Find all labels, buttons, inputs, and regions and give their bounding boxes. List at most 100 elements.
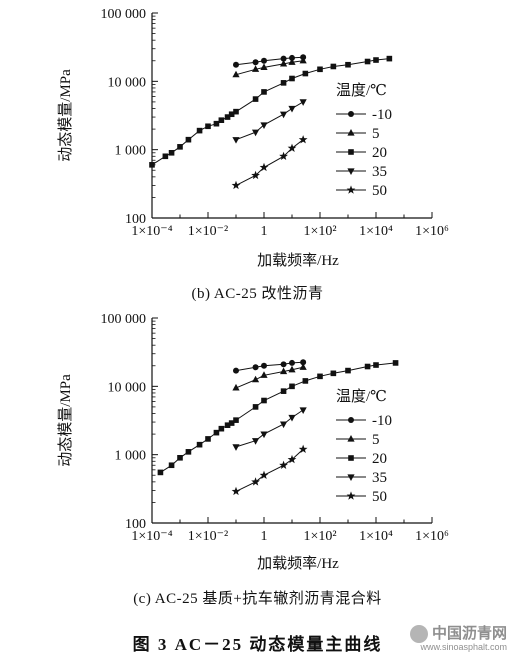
data-point [299, 56, 307, 64]
data-point [279, 460, 288, 469]
data-point [251, 438, 260, 445]
legend-marker [348, 417, 354, 423]
data-point [224, 422, 231, 428]
watermark: 中国沥青网 www.sinoasphalt.com [409, 625, 507, 652]
data-point [224, 114, 231, 120]
data-point [205, 436, 211, 442]
x-tick-label: 1×10⁴ [359, 224, 393, 239]
data-point [251, 129, 260, 137]
x-tick-label: 1×10⁶ [415, 224, 449, 239]
data-point [251, 375, 260, 383]
panel-b-caption: (b) AC-25 改性沥青 [191, 286, 324, 302]
data-point [279, 367, 288, 375]
data-point [251, 65, 260, 72]
data-point [185, 136, 192, 143]
legend-label: 5 [372, 126, 380, 142]
data-point [373, 57, 379, 63]
data-point [279, 59, 288, 67]
data-point [260, 122, 268, 129]
x-tick-label: 1×10⁻² [188, 224, 228, 239]
y-tick-label: 100 [125, 212, 146, 227]
data-point [279, 421, 288, 429]
data-point [260, 371, 268, 378]
legend-marker [348, 455, 354, 461]
data-point [261, 89, 267, 95]
data-point [280, 361, 287, 368]
legend-label: 35 [372, 164, 387, 180]
data-point [231, 180, 241, 190]
series-line [160, 362, 396, 473]
legend-label: 5 [372, 432, 380, 448]
data-point [289, 383, 295, 390]
data-point [261, 362, 267, 369]
watermark-name: 中国沥青网 [431, 625, 507, 643]
legend-label: 50 [372, 489, 387, 505]
legend-title: 温度/℃ [336, 82, 387, 99]
data-point [298, 135, 308, 144]
legend-marker [348, 111, 354, 117]
data-point [364, 363, 371, 370]
figure-title: 图 3 AC－25 动态模量主曲线 [132, 635, 383, 654]
data-point [259, 470, 269, 479]
y-tick-label: 1 000 [115, 144, 147, 159]
series-triangle-down [232, 99, 307, 144]
data-point [228, 111, 235, 118]
series-square [157, 360, 399, 476]
panel-c-caption: (c) AC-25 基质+抗车辙剂沥青混合料 [133, 591, 382, 607]
y-tick-label: 100 [125, 517, 146, 532]
data-point [233, 367, 239, 374]
data-point [288, 105, 296, 113]
data-point [287, 143, 297, 152]
data-point [373, 362, 379, 368]
data-point [299, 407, 307, 415]
data-point [196, 441, 203, 448]
legend-label: -10 [372, 107, 392, 123]
data-point [233, 61, 239, 68]
data-point [364, 58, 371, 65]
legend: 温度/℃ -10 5 20 35 50 [336, 388, 392, 505]
data-point [345, 367, 351, 374]
y-tick-label: 10 000 [108, 380, 147, 395]
data-point [386, 55, 393, 62]
series-star [231, 444, 308, 496]
series-star [231, 135, 308, 190]
series-line [235, 448, 304, 492]
x-axis-title: 加载频率/Hz [257, 555, 339, 572]
data-point [317, 373, 323, 380]
data-point [205, 123, 211, 130]
legend-label: 20 [372, 145, 387, 161]
data-point [317, 66, 323, 73]
data-point [279, 111, 288, 119]
data-point [168, 462, 175, 469]
y-axis-title: 动态模量/MPa [57, 374, 74, 467]
data-point [177, 454, 183, 461]
data-point [280, 55, 287, 62]
data-point [157, 469, 164, 476]
chart-panel-b: 1×10⁻⁴ 1×10⁻² 1 1×10² 1×10⁴ 1×10⁶ 100 1 000 10 0… [57, 7, 449, 269]
series-circle [233, 359, 307, 374]
watermark-logo-icon [409, 625, 428, 643]
legend-marker [347, 474, 355, 481]
data-point [149, 162, 155, 168]
data-point [300, 359, 307, 366]
series-square [149, 55, 393, 168]
data-point [252, 59, 259, 66]
data-point [299, 99, 307, 106]
legend-marker [346, 185, 356, 194]
legend-title: 温度/℃ [336, 388, 387, 405]
series-triangle-up [232, 56, 307, 78]
data-point [218, 425, 225, 432]
data-point [252, 404, 259, 410]
data-point [289, 359, 295, 366]
legend-marker [347, 168, 355, 175]
data-point [218, 117, 225, 123]
data-point [298, 444, 308, 453]
data-point [280, 80, 287, 86]
x-tick-label: 1×10² [303, 224, 336, 239]
data-point [261, 397, 267, 404]
data-point [299, 363, 307, 370]
data-point [289, 54, 295, 61]
data-point [196, 127, 203, 134]
x-tick-label: 1×10⁻⁴ [131, 529, 172, 544]
